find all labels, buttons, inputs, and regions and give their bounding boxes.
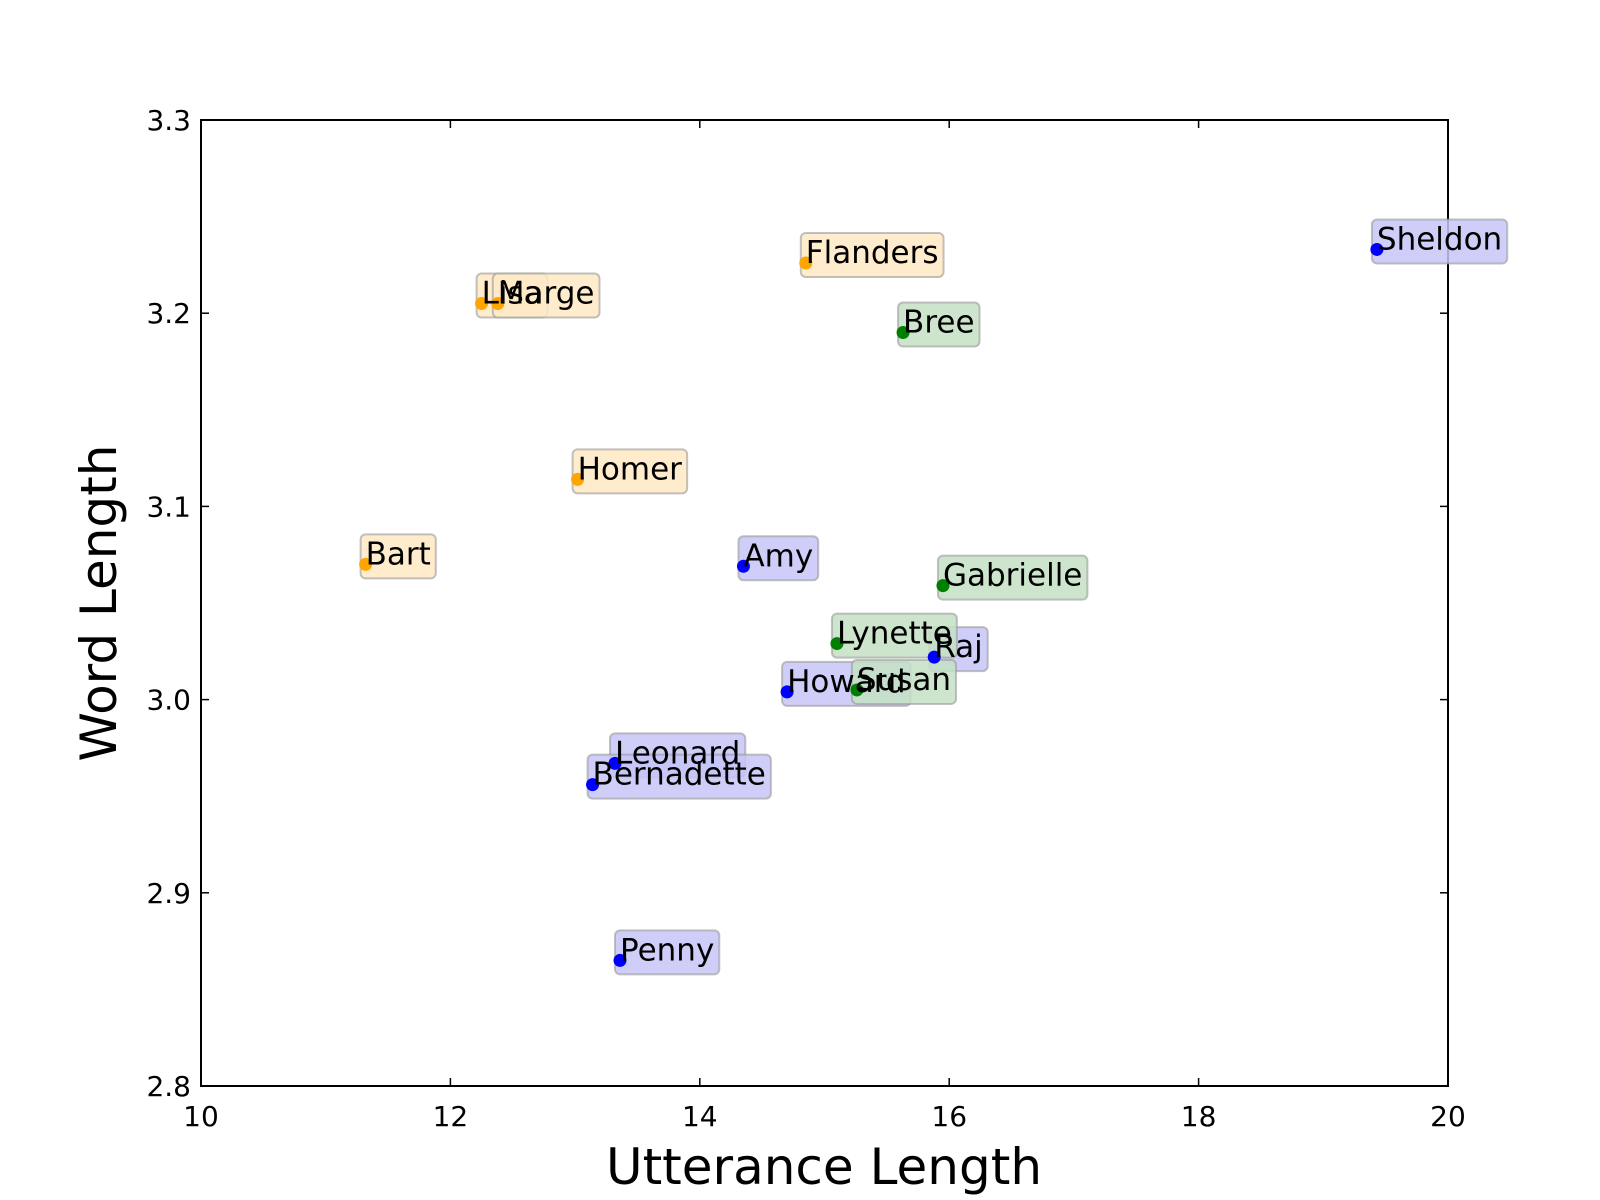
point-label-howard: Howard bbox=[787, 664, 906, 700]
data-point-penny bbox=[613, 953, 627, 967]
point-label-bernadette: Bernadette bbox=[593, 757, 766, 793]
point-label-amy: Amy bbox=[743, 538, 813, 574]
x-tick-label: 14 bbox=[682, 1100, 718, 1133]
point-label-raj: Raj bbox=[934, 629, 982, 665]
data-point-sheldon bbox=[1370, 242, 1384, 256]
data-point-howard bbox=[780, 685, 794, 699]
data-point-gabrielle bbox=[936, 579, 950, 593]
point-label-marge: Marge bbox=[498, 276, 595, 312]
y-tick-label: 3.1 bbox=[146, 490, 191, 523]
data-point-amy bbox=[736, 559, 750, 573]
y-tick-label: 2.9 bbox=[146, 877, 191, 910]
label-box-marge bbox=[491, 272, 601, 319]
label-box-gabrielle bbox=[936, 554, 1089, 601]
x-tick-label: 10 bbox=[183, 1100, 219, 1133]
point-label-penny: Penny bbox=[620, 932, 714, 968]
x-tick-label: 16 bbox=[931, 1100, 967, 1133]
point-label-flanders: Flanders bbox=[806, 235, 939, 271]
point-label-homer: Homer bbox=[578, 451, 683, 487]
data-point-raj bbox=[927, 650, 941, 664]
label-box-penny bbox=[613, 929, 721, 976]
label-boxes bbox=[359, 218, 1509, 976]
data-point-lisa bbox=[475, 297, 489, 311]
y-tick-label: 3.0 bbox=[146, 684, 191, 717]
label-box-bart bbox=[359, 533, 437, 580]
point-label-gabrielle: Gabrielle bbox=[943, 558, 1082, 594]
point-label-lynette: Lynette bbox=[837, 616, 952, 652]
data-points bbox=[359, 242, 1384, 967]
point-label-sheldon: Sheldon bbox=[1377, 221, 1502, 257]
label-box-bree bbox=[897, 301, 981, 348]
y-tick-label: 3.3 bbox=[146, 104, 191, 137]
label-box-flanders bbox=[799, 231, 945, 278]
x-axis-label: Utterance Length bbox=[606, 1138, 1042, 1196]
data-point-flanders bbox=[799, 256, 813, 270]
label-box-homer bbox=[571, 448, 689, 495]
data-point-leonard bbox=[608, 756, 622, 770]
label-box-lynette bbox=[830, 612, 958, 659]
point-label-lisa: Lisa bbox=[482, 276, 543, 312]
x-tick-label: 18 bbox=[1181, 1100, 1217, 1133]
data-point-bree bbox=[896, 326, 910, 340]
data-point-homer bbox=[571, 472, 585, 486]
point-label-bart: Bart bbox=[366, 536, 431, 572]
y-tick-label: 2.8 bbox=[146, 1070, 191, 1103]
data-point-lynette bbox=[830, 637, 844, 651]
data-point-bart bbox=[359, 557, 373, 571]
y-axis-label: Word Length bbox=[70, 445, 128, 762]
y-tick-label: 3.2 bbox=[146, 297, 191, 330]
label-box-susan bbox=[850, 658, 958, 705]
plot-frame bbox=[200, 119, 1449, 1087]
axis-ticks: 10 12 14 16 18 20 2.8 2.9 3.0 3.1 3.2 3.3 bbox=[146, 104, 1465, 1133]
data-point-marge bbox=[491, 297, 505, 311]
x-tick-label: 20 bbox=[1430, 1100, 1466, 1133]
label-box-bernadette bbox=[586, 753, 772, 800]
point-label-bree: Bree bbox=[903, 305, 974, 341]
data-point-bernadette bbox=[586, 778, 600, 792]
point-label-leonard: Leonard bbox=[615, 735, 740, 771]
label-box-sheldon bbox=[1370, 218, 1509, 265]
label-box-amy bbox=[737, 535, 820, 582]
data-point-susan bbox=[850, 683, 864, 697]
point-label-susan: Susan bbox=[857, 662, 951, 698]
x-tick-label: 12 bbox=[433, 1100, 469, 1133]
